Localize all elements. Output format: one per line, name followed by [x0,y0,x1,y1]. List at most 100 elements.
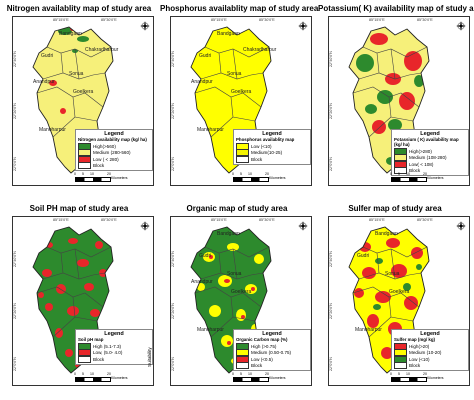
legend-label: Medium (10-20) [409,350,442,356]
map-panel-5: Organic map of study area 85°15'0"E 85°30'… [160,202,314,398]
block-boundary [368,116,392,138]
place-label: Anandpur [33,79,55,85]
scale-unit: Kilometers [269,176,286,180]
scale-number: 10 [406,172,410,176]
legend-title: Legend [262,131,282,137]
block-boundary [232,248,238,280]
class-patch [251,287,255,291]
scale-number: 0 [390,172,392,176]
scale-number: 20 [265,372,269,376]
scale-number: 10 [248,372,252,376]
class-patch [77,259,89,267]
place-label: Manoharpur [355,327,382,333]
scale-unit: Kilometers [111,176,128,180]
north-arrow-icon [456,221,466,231]
class-patch [224,279,230,283]
class-patch [373,304,381,310]
place-label: Manoharpur [39,127,66,133]
class-patch [65,349,73,357]
map-frame: 85°15'0"E 85°30'0"E 22°40'0"N 22°20'0"N 22°0… [12,16,154,186]
place-label: Bandgaon [375,231,398,237]
lon-tick-label: 85°30'0"E [417,218,433,222]
legend-subtitle: Nitrogen availability map (kg/ ha) [78,137,147,142]
legend-label: Low (<10) [251,143,272,149]
block-boundary [218,252,222,274]
legend-swatch [236,362,249,370]
map-panel-1: Nitrogen availablity map of study area 85… [2,2,156,198]
legend-subtitle: Soil pH map [78,337,104,342]
scale-number: 0 [232,172,234,176]
scale-number: 10 [90,172,94,176]
legend-subtitle: Phosphorus availablity map [236,137,295,142]
legend-title: Legend [420,131,440,137]
scale-number: 0 [232,372,234,376]
lon-tick-label: 85°30'0"E [101,218,117,222]
legend-label: Block [251,363,263,369]
block-boundary [218,52,222,74]
block-boundary [210,116,234,138]
place-label: Manoharpur [197,327,224,333]
class-patch [375,258,383,264]
lat-tick-label: 22°0'0"N [171,157,175,171]
lat-tick-label: 22°0'0"N [329,157,333,171]
class-patch [365,104,377,114]
lat-tick-label: 22°40'0"N [13,251,17,267]
scale-number: 5 [240,372,242,376]
class-patch [90,309,100,317]
legend-item: Block [236,362,308,370]
scale-number: 0 [74,172,76,176]
place-label: Chakradharpur [85,47,119,53]
class-patch [375,291,391,303]
place-label: Goelkera [73,89,94,95]
class-patch [385,73,401,85]
place-label: Anandpur [191,279,213,285]
legend-label: Block [409,168,421,174]
scale-unit: Kilometers [269,376,286,380]
class-patch [197,283,205,291]
class-patch [391,264,407,278]
scale-unit: Kilometers [111,376,128,380]
place-label: Gudri [357,253,370,259]
class-patch [370,33,388,45]
map-frame: 85°15'0"E 85°30'0"E 22°40'0"N 22°20'0"N 22°0… [328,216,470,386]
place-label: Gudri [41,53,54,59]
legend-label: Block [409,363,421,369]
place-label: Bandgaon [59,31,82,37]
scale-number: 5 [82,372,84,376]
scale-number: 20 [107,372,111,376]
legend-title: Legend [420,331,440,337]
scale-bar [391,377,427,382]
legend-label: Medium(10-25) [251,150,283,156]
class-patch [209,305,221,317]
map-panel-4: Soil PH map of study area 85°15'0"E 85°30'… [2,202,156,398]
lon-tick-label: 85°30'0"E [259,218,275,222]
place-label: Sonua [227,71,242,77]
legend-label: Low (<0.5) [251,356,273,362]
place-label: Bandgaon [217,231,240,237]
lon-tick-label: 85°15'0"E [53,18,69,22]
scale-bar [75,377,111,382]
legend-swatch [78,355,91,363]
lat-tick-label: 22°0'0"N [13,357,17,371]
scale-number: 10 [90,372,94,376]
map-frame: 85°15'0"E 85°30'0"E 22°40'0"N 22°20'0"N 22°0… [170,16,312,186]
place-label: Gudri [199,53,212,59]
north-arrow-icon [456,21,466,31]
class-patch [67,306,79,316]
class-patch [38,292,44,298]
scale-number: 5 [82,172,84,176]
map-panel-2: Phosphorus availablity map of study area… [160,2,318,198]
lat-tick-label: 22°20'0"N [329,103,333,119]
scale-number: 20 [107,172,111,176]
class-patch [404,296,418,310]
lat-tick-label: 22°40'0"N [171,51,175,67]
legend: Legend Sulfer map (mg/ kg) High(>20) Medium… [391,329,469,371]
place-label: Goelkera [231,289,252,295]
legend-swatch [78,162,91,170]
scale-unit: Kilometers [427,176,444,180]
class-patch [411,247,423,259]
lat-tick-label: 22°20'0"N [13,103,17,119]
scale-number: 0 [390,372,392,376]
scale-number: 20 [423,172,427,176]
block-boundary [210,316,234,338]
